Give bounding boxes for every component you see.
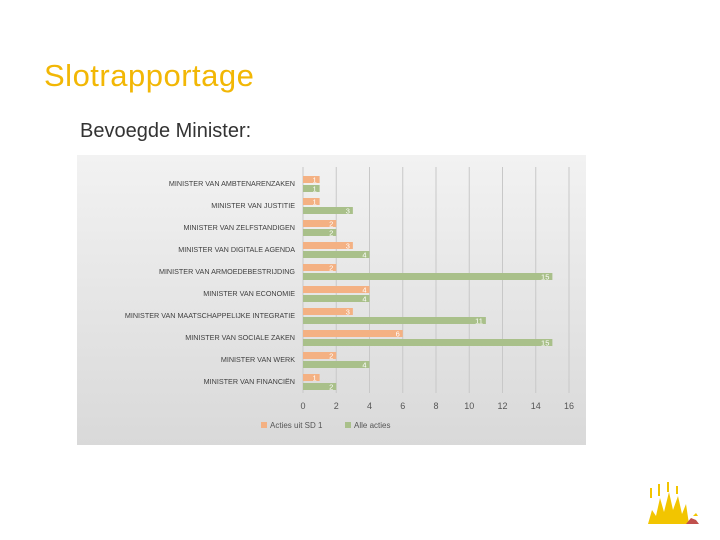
bar (303, 339, 553, 346)
legend-swatch (261, 422, 267, 428)
x-tick-label: 16 (564, 401, 574, 411)
data-label: 11 (475, 317, 483, 326)
data-label: 3 (346, 308, 350, 317)
data-label: 2 (329, 220, 333, 229)
x-tick-label: 8 (433, 401, 438, 411)
x-tick-label: 10 (464, 401, 474, 411)
data-label: 6 (396, 330, 400, 339)
data-label: 3 (346, 242, 350, 251)
data-label: 4 (362, 286, 366, 295)
data-label: 1 (312, 198, 316, 207)
data-label: 4 (362, 361, 366, 370)
category-label: MINISTER VAN WERK (221, 355, 295, 364)
bar (303, 361, 370, 368)
category-label: MINISTER VAN DIGITALE AGENDA (178, 245, 295, 254)
category-label: MINISTER VAN AMBTENARENZAKEN (169, 179, 295, 188)
category-label: MINISTER VAN ECONOMIE (203, 289, 295, 298)
data-label: 2 (329, 229, 333, 238)
bar (303, 176, 320, 183)
bar (303, 229, 337, 236)
legend-label: Acties uit SD 1 (270, 421, 323, 430)
bar (303, 374, 320, 381)
data-label: 1 (312, 374, 316, 383)
data-label: 4 (362, 251, 366, 260)
legend-swatch (345, 422, 351, 428)
slide-subtitle: Bevoegde Minister: (80, 120, 252, 142)
category-label: MINISTER VAN SOCIALE ZAKEN (185, 333, 295, 342)
data-label: 1 (312, 176, 316, 185)
bar (303, 308, 353, 315)
bar (303, 242, 353, 249)
data-label: 15 (541, 339, 549, 348)
bar (303, 330, 403, 337)
x-tick-label: 12 (497, 401, 507, 411)
x-tick-label: 0 (300, 401, 305, 411)
bar (303, 220, 337, 227)
category-label: MINISTER VAN ZELFSTANDIGEN (183, 223, 295, 232)
bar (303, 273, 553, 280)
data-label: 2 (329, 383, 333, 392)
category-label: MINISTER VAN ARMOEDEBESTRIJDING (159, 267, 295, 276)
bar (303, 295, 370, 302)
bar (303, 286, 370, 293)
bar (303, 383, 337, 390)
data-label: 1 (312, 185, 316, 194)
data-label: 2 (329, 264, 333, 273)
x-tick-label: 14 (531, 401, 541, 411)
x-tick-label: 2 (334, 401, 339, 411)
data-label: 3 (346, 207, 350, 216)
legend-label: Alle acties (354, 421, 390, 430)
brand-logo-icon (648, 482, 699, 524)
bar (303, 185, 320, 192)
category-label: MINISTER VAN MAATSCHAPPELIJKE INTEGRATIE (125, 311, 295, 320)
slide-title: Slotrapportage (44, 58, 255, 93)
bar (303, 352, 337, 359)
bar (303, 198, 320, 205)
data-label: 2 (329, 352, 333, 361)
bar (303, 264, 337, 271)
category-label: MINISTER VAN JUSTITIE (211, 201, 295, 210)
x-tick-label: 6 (400, 401, 405, 411)
data-label: 15 (541, 273, 549, 282)
bar (303, 207, 353, 214)
bar (303, 317, 486, 324)
category-label: MINISTER VAN FINANCIËN (204, 377, 295, 386)
bar (303, 251, 370, 258)
data-label: 4 (362, 295, 366, 304)
x-tick-label: 4 (367, 401, 372, 411)
chart-panel: 0 2 4 6 8 10 12 14 16 MINISTER VAN AMBTENARENZAKE… (77, 155, 586, 445)
